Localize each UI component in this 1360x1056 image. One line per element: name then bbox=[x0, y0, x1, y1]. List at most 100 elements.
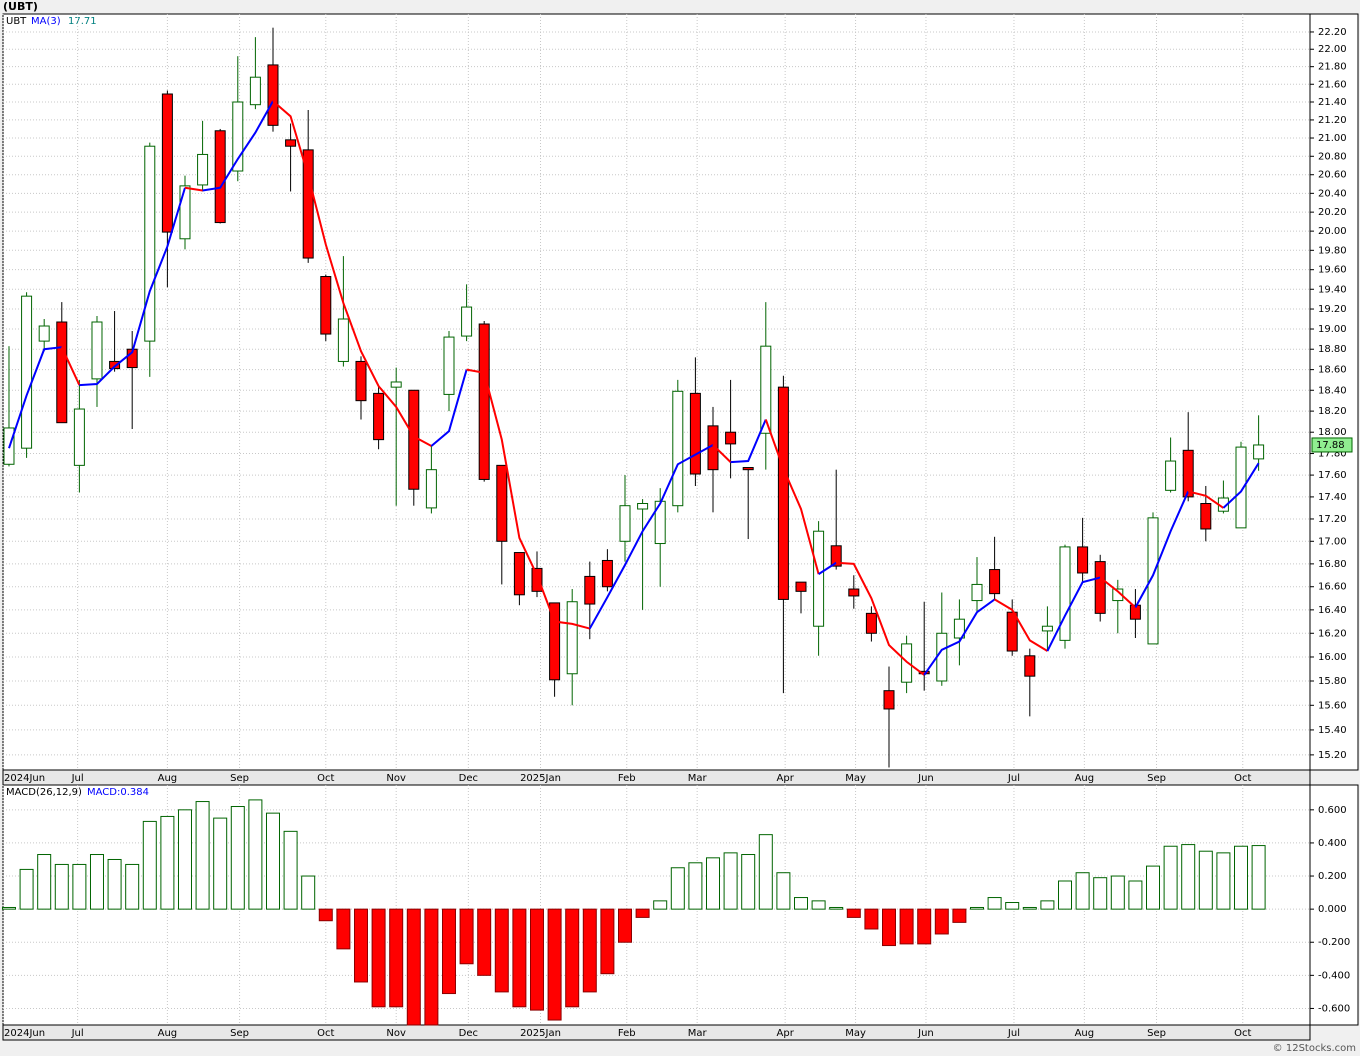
candle-body bbox=[109, 360, 121, 370]
x-tick-label: Oct bbox=[317, 773, 334, 784]
ma-line bbox=[730, 419, 767, 464]
macd-bar bbox=[301, 875, 316, 910]
x-tick-label: 2025Jan bbox=[520, 1028, 561, 1039]
candle-body bbox=[425, 469, 437, 509]
y-tick-label: 20.40 bbox=[1318, 188, 1347, 199]
x-tick-label: Feb bbox=[618, 773, 636, 784]
candle-body bbox=[1024, 655, 1036, 677]
y-tick-label: 17.20 bbox=[1318, 514, 1347, 525]
candle-body bbox=[496, 464, 508, 542]
x-tick-label: Sep bbox=[1147, 773, 1166, 784]
x-tick-label: 2024Jun bbox=[4, 773, 45, 784]
macd-bar bbox=[54, 863, 69, 910]
ma-line bbox=[79, 187, 186, 387]
candle-body bbox=[267, 64, 279, 126]
y-tick-label: 21.80 bbox=[1318, 62, 1347, 73]
candle-body bbox=[461, 306, 473, 337]
macd-bar bbox=[635, 908, 650, 918]
x-tick-label: 2024Jun bbox=[4, 1028, 45, 1039]
macd-bar bbox=[125, 863, 140, 910]
x-tick-label: Mar bbox=[688, 1028, 708, 1039]
macd-bar bbox=[529, 908, 544, 1011]
y-tick-label: 21.20 bbox=[1318, 115, 1347, 126]
candle-body bbox=[848, 588, 860, 597]
macd-bar bbox=[213, 817, 228, 910]
macd-bar bbox=[406, 908, 421, 1026]
date-strip bbox=[2, 769, 1311, 786]
x-tick-label: Oct bbox=[1234, 1028, 1251, 1039]
macd-bar bbox=[1251, 845, 1266, 910]
macd-value: MACD:0.384 bbox=[87, 787, 149, 798]
x-tick-label: Oct bbox=[1234, 773, 1251, 784]
macd-bar bbox=[1198, 850, 1213, 910]
macd-bar bbox=[653, 900, 668, 910]
macd-bar bbox=[793, 897, 808, 910]
candle-body bbox=[601, 559, 613, 588]
x-tick-label: Jun bbox=[917, 1028, 934, 1039]
macd-bar bbox=[776, 872, 791, 910]
macd-bar bbox=[952, 908, 967, 923]
candle-body bbox=[513, 552, 525, 596]
candle-body bbox=[584, 575, 596, 605]
macd-bar bbox=[336, 908, 351, 950]
y-tick-label: 19.00 bbox=[1318, 324, 1347, 335]
candle-body bbox=[672, 390, 684, 507]
candle-body bbox=[830, 545, 842, 567]
macd-bar bbox=[389, 908, 404, 1008]
candle-body bbox=[777, 386, 789, 600]
candle-body bbox=[21, 295, 33, 449]
price-axis bbox=[1309, 13, 1359, 771]
candle-body bbox=[971, 583, 983, 602]
y-tick-label: 19.40 bbox=[1318, 284, 1347, 295]
macd-bar bbox=[283, 830, 298, 910]
candle-body bbox=[1253, 444, 1265, 460]
candle-body bbox=[619, 505, 631, 542]
candle-body bbox=[285, 139, 297, 147]
macd-bar bbox=[846, 908, 861, 918]
macd-bar bbox=[1234, 845, 1249, 910]
x-tick-label: Jul bbox=[71, 1028, 84, 1039]
candle-body bbox=[390, 381, 402, 388]
candle-body bbox=[38, 325, 50, 342]
x-tick-label: Nov bbox=[386, 1028, 406, 1039]
y-tick-label: -0.200 bbox=[1318, 937, 1350, 948]
y-tick-label: 20.00 bbox=[1318, 226, 1347, 237]
macd-bar bbox=[670, 867, 685, 910]
y-tick-label: 21.40 bbox=[1318, 97, 1347, 108]
candle-body bbox=[901, 643, 913, 683]
macd-bar bbox=[864, 908, 879, 930]
ma-line bbox=[202, 100, 274, 192]
macd-bar bbox=[1058, 880, 1073, 910]
macd-bar bbox=[1005, 902, 1020, 910]
y-tick-label: 20.20 bbox=[1318, 207, 1347, 218]
macd-bar bbox=[318, 908, 333, 922]
ma-line bbox=[430, 369, 468, 447]
ma-line bbox=[272, 100, 432, 447]
x-tick-label: Jul bbox=[71, 773, 84, 784]
y-tick-label: 21.00 bbox=[1318, 133, 1347, 144]
y-tick-label: 20.80 bbox=[1318, 151, 1347, 162]
y-tick-label: 0.000 bbox=[1318, 904, 1347, 915]
candle-body bbox=[1094, 561, 1106, 614]
candle-body bbox=[549, 602, 561, 681]
macd-bar bbox=[1075, 872, 1090, 910]
y-tick-label: 16.40 bbox=[1318, 605, 1347, 616]
macd-bar bbox=[970, 906, 985, 910]
candle-body bbox=[742, 467, 754, 471]
candle-body bbox=[1200, 502, 1212, 530]
x-tick-label: May bbox=[845, 773, 866, 784]
macd-bar bbox=[547, 908, 562, 1021]
macd-bar bbox=[160, 815, 175, 910]
y-tick-label: 16.60 bbox=[1318, 582, 1347, 593]
last-price-label: 17.88 bbox=[1316, 440, 1345, 451]
candle-body bbox=[373, 392, 385, 441]
candle-body bbox=[249, 76, 261, 106]
macd-bar bbox=[758, 834, 773, 910]
y-tick-label: 21.60 bbox=[1318, 79, 1347, 90]
y-tick-label: 15.60 bbox=[1318, 700, 1347, 711]
ma-line bbox=[994, 598, 1048, 652]
y-tick-label: 19.60 bbox=[1318, 265, 1347, 276]
macd-bar bbox=[688, 862, 703, 910]
macd-bar bbox=[1216, 852, 1231, 910]
